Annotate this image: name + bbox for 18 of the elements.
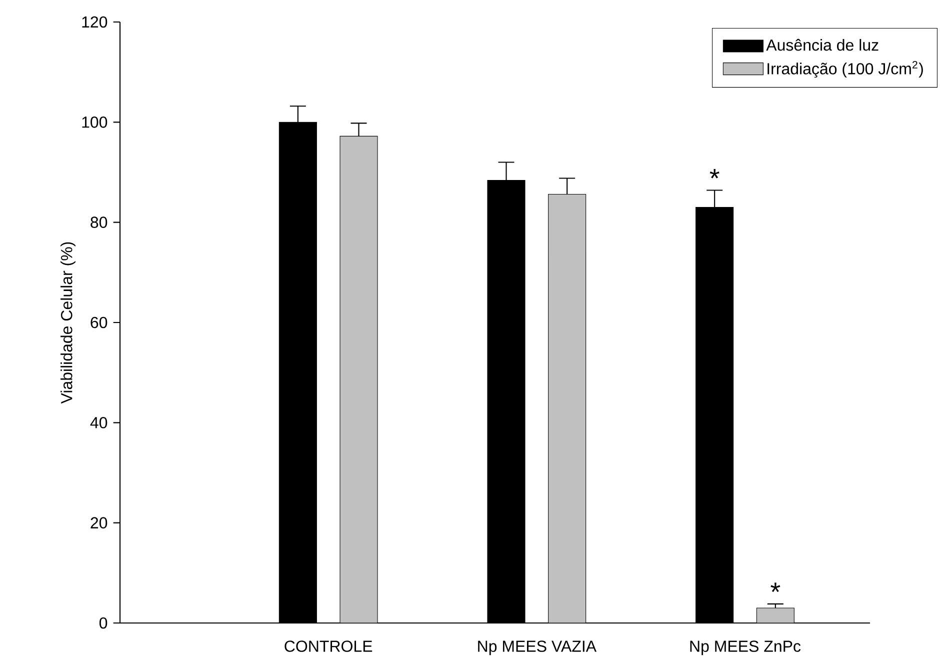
y-tick-label: 120 <box>82 16 108 28</box>
y-axis-title: Viabilidade Celular (%) <box>60 242 76 404</box>
x-tick-label: Np MEES ZnPc <box>690 640 801 656</box>
y-tick-label: 60 <box>90 316 108 328</box>
y-tick-label: 100 <box>82 116 108 128</box>
y-tick-label: 20 <box>90 517 108 528</box>
bar <box>756 608 794 623</box>
legend-label: Ausência de luz <box>766 38 878 51</box>
y-tick-label: 80 <box>90 216 108 228</box>
y-tick-label: 0 <box>99 617 108 629</box>
annotation: * <box>710 169 720 178</box>
legend-label: Irradiação (100 J/cm$^{2}$) <box>768 60 923 78</box>
annotation: * <box>770 582 780 592</box>
y-tick-label: 40 <box>90 416 108 428</box>
bar <box>340 136 378 623</box>
x-tick-label: Np MEES VAZIA <box>478 640 597 656</box>
x-tick-label: CONTROLE <box>284 640 372 652</box>
bar <box>548 194 586 623</box>
